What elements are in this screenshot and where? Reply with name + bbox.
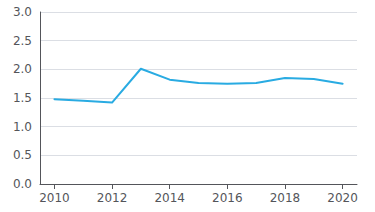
svg-text:2.0: 2.0 [13,62,32,76]
svg-text:2012: 2012 [97,191,128,205]
svg-text:2.5: 2.5 [13,34,32,48]
svg-text:2010: 2010 [39,191,70,205]
svg-text:2018: 2018 [270,191,301,205]
svg-text:3.0: 3.0 [13,5,32,19]
svg-text:1.5: 1.5 [13,91,32,105]
svg-text:2020: 2020 [327,191,358,205]
svg-text:0.0: 0.0 [13,177,32,191]
svg-text:0.5: 0.5 [13,148,32,162]
svg-text:2016: 2016 [212,191,243,205]
svg-text:2014: 2014 [154,191,185,205]
svg-text:1.0: 1.0 [13,120,32,134]
